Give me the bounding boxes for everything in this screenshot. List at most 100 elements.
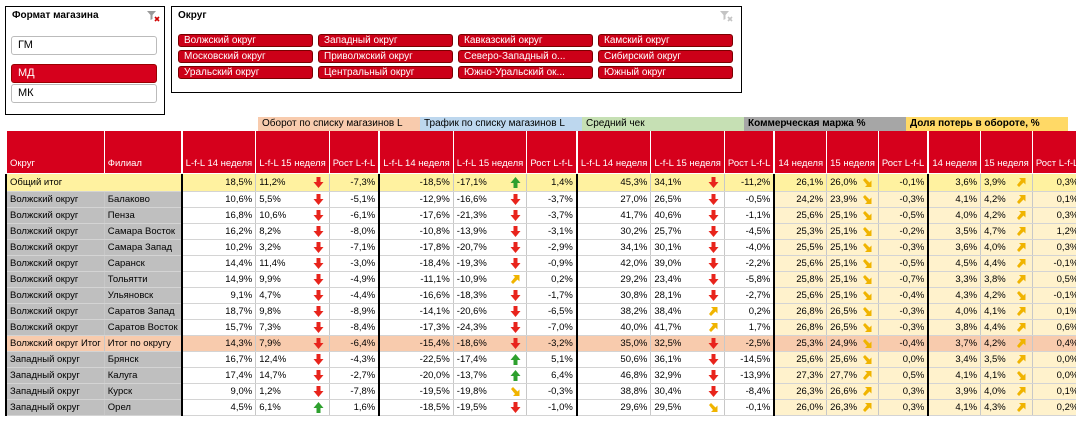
cell-okrug[interactable]: Волжский округ <box>4 223 105 240</box>
okrug-item[interactable]: Северо-Западный о... <box>458 50 593 63</box>
cell-okrug[interactable]: Западный округ <box>4 383 105 400</box>
cell-value: -20,0% <box>378 367 454 384</box>
cell-okrug[interactable]: Волжский округ <box>4 239 105 256</box>
okrug-item[interactable]: Волжский округ <box>178 34 313 47</box>
cell-text: 10,6% <box>259 209 287 221</box>
cell-filial[interactable]: Саратов Восток <box>104 319 183 336</box>
cell-filial[interactable]: Саранск <box>104 255 183 272</box>
cell-okrug[interactable]: Западный округ <box>4 367 105 384</box>
okrug-item[interactable]: Сибирский округ <box>598 50 733 63</box>
cell-filial[interactable]: Тольятти <box>104 271 183 288</box>
group-oborot: Оборот по списку магазинов L <box>258 117 420 131</box>
format-item-md[interactable]: МД <box>11 64 157 83</box>
okrug-item[interactable]: Приволжский округ <box>318 50 453 63</box>
cell-text: 46,8% <box>620 369 648 381</box>
table-row: Западный округ Калуга 17,4% 14,7% -2,7% -20,0… <box>4 367 1076 384</box>
cell-text: 26,5% <box>830 305 858 317</box>
cell-value: 5,1% <box>526 351 578 368</box>
cell-okrug[interactable]: Волжский округ <box>4 319 105 336</box>
okrug-item[interactable]: Камский округ <box>598 34 733 47</box>
cell-okrug[interactable]: Общий итог <box>5 173 183 192</box>
arrow-down-icon <box>708 257 719 269</box>
cell-text: 3,6% <box>955 176 978 188</box>
okrug-item[interactable]: Московский округ <box>178 50 313 63</box>
cell-value: -22,5% <box>378 351 454 368</box>
cell-okrug[interactable]: Волжский округ <box>4 287 105 304</box>
cell-value: 25,7% <box>650 223 725 240</box>
okrug-item[interactable]: Западный округ <box>318 34 453 47</box>
cell-text: -20,0% <box>419 369 450 381</box>
cell-text: 42,0% <box>620 257 648 269</box>
arrow-diagonal-down-icon <box>1016 290 1026 300</box>
cell-text: 0,5% <box>1056 273 1076 285</box>
cell-text: -20,7% <box>456 241 487 253</box>
format-item-gm[interactable]: ГМ <box>11 36 157 55</box>
arrow-diagonal-down-icon <box>862 177 872 187</box>
cell-filial[interactable]: Курск <box>104 383 183 400</box>
cell-value: 0,0% <box>1032 351 1076 368</box>
okrug-item[interactable]: Кавказский округ <box>458 34 593 47</box>
cell-text: 38,8% <box>620 385 648 397</box>
cell-text: 25,1% <box>830 273 858 285</box>
cell-okrug[interactable]: Волжский округ <box>4 303 105 320</box>
cell-okrug[interactable]: Западный округ <box>4 399 105 416</box>
arrow-diagonal-down-icon <box>862 322 872 332</box>
cell-filial[interactable]: Брянск <box>104 351 183 368</box>
header-filial[interactable]: Филиал <box>104 131 183 174</box>
cell-text: -0,3% <box>899 193 925 205</box>
cell-value: 25,3% <box>773 223 828 240</box>
cell-filial[interactable]: Калуга <box>104 367 183 384</box>
cell-value: 1,2% <box>1032 223 1076 240</box>
cell-text: 4,7% <box>259 289 281 301</box>
arrow-down-icon <box>510 401 521 413</box>
cell-text: 4,5% <box>230 401 253 413</box>
cell-filial[interactable]: Самара Запад <box>104 239 183 256</box>
cell-okrug[interactable]: Волжский округ Итог <box>4 335 105 352</box>
cell-value: 40,0% <box>575 319 652 336</box>
cell-filial[interactable]: Ульяновск <box>104 287 183 304</box>
cell-filial[interactable]: Саратов Запад <box>104 303 183 320</box>
table-row: Волжский округ Тольятти 14,9% 9,9% -4,9% -11,… <box>4 271 1076 288</box>
cell-value: 25,3% <box>773 335 828 352</box>
okrug-item[interactable]: Уральский округ <box>178 66 313 79</box>
okrug-item[interactable]: Центральный округ <box>318 66 453 79</box>
cell-okrug[interactable]: Волжский округ <box>4 255 105 272</box>
cell-text: -0,9% <box>547 257 573 269</box>
clear-filter-icon[interactable] <box>146 9 160 23</box>
okrug-item[interactable]: Южный округ <box>598 66 733 79</box>
cell-filial[interactable]: Самара Восток <box>104 223 183 240</box>
cell-text: -2,5% <box>745 337 771 349</box>
cell-text: 4,2% <box>984 209 1006 221</box>
cell-value: 9,9% <box>255 271 330 288</box>
cell-filial[interactable]: Итог по округу <box>104 335 183 352</box>
cell-text: 0,3% <box>1056 241 1076 253</box>
cell-value: -14,1% <box>378 303 454 320</box>
cell-filial[interactable]: Балаково <box>104 191 183 208</box>
cell-text: 4,0% <box>955 209 978 221</box>
clear-filter-icon[interactable] <box>719 9 733 23</box>
arrow-down-icon <box>313 273 324 285</box>
cell-value: -1,1% <box>724 207 775 224</box>
cell-text: -2,7% <box>350 369 376 381</box>
cell-text: 0,2% <box>748 305 771 317</box>
cell-filial[interactable]: Пенза <box>104 207 183 224</box>
cell-okrug[interactable]: Волжский округ <box>4 271 105 288</box>
format-item-mk[interactable]: МК <box>11 84 157 103</box>
cell-value: 4,1% <box>927 399 982 416</box>
cell-okrug[interactable]: Волжский округ <box>4 191 105 208</box>
cell-okrug[interactable]: Западный округ <box>4 351 105 368</box>
cell-text: -13,7% <box>456 369 487 381</box>
cell-text: 7,9% <box>259 337 281 349</box>
header-okrug[interactable]: Округ <box>4 131 105 174</box>
header-trafik-lfl15: L-f-L 15 неделя <box>453 131 528 174</box>
cell-text: 17,4% <box>225 369 253 381</box>
cell-text: 4,1% <box>984 369 1006 381</box>
table-row: Волжский округ Саранск 14,4% 11,4% -3,0% -18,… <box>4 255 1076 272</box>
cell-text: 24,2% <box>796 193 824 205</box>
cell-value: 3,7% <box>927 335 982 352</box>
cell-okrug[interactable]: Волжский округ <box>4 207 105 224</box>
cell-filial[interactable]: Орел <box>104 399 183 416</box>
cell-text: -0,3% <box>899 321 925 333</box>
okrug-item[interactable]: Южно-Уральский ок... <box>458 66 593 79</box>
cell-value: 1,2% <box>255 383 330 400</box>
